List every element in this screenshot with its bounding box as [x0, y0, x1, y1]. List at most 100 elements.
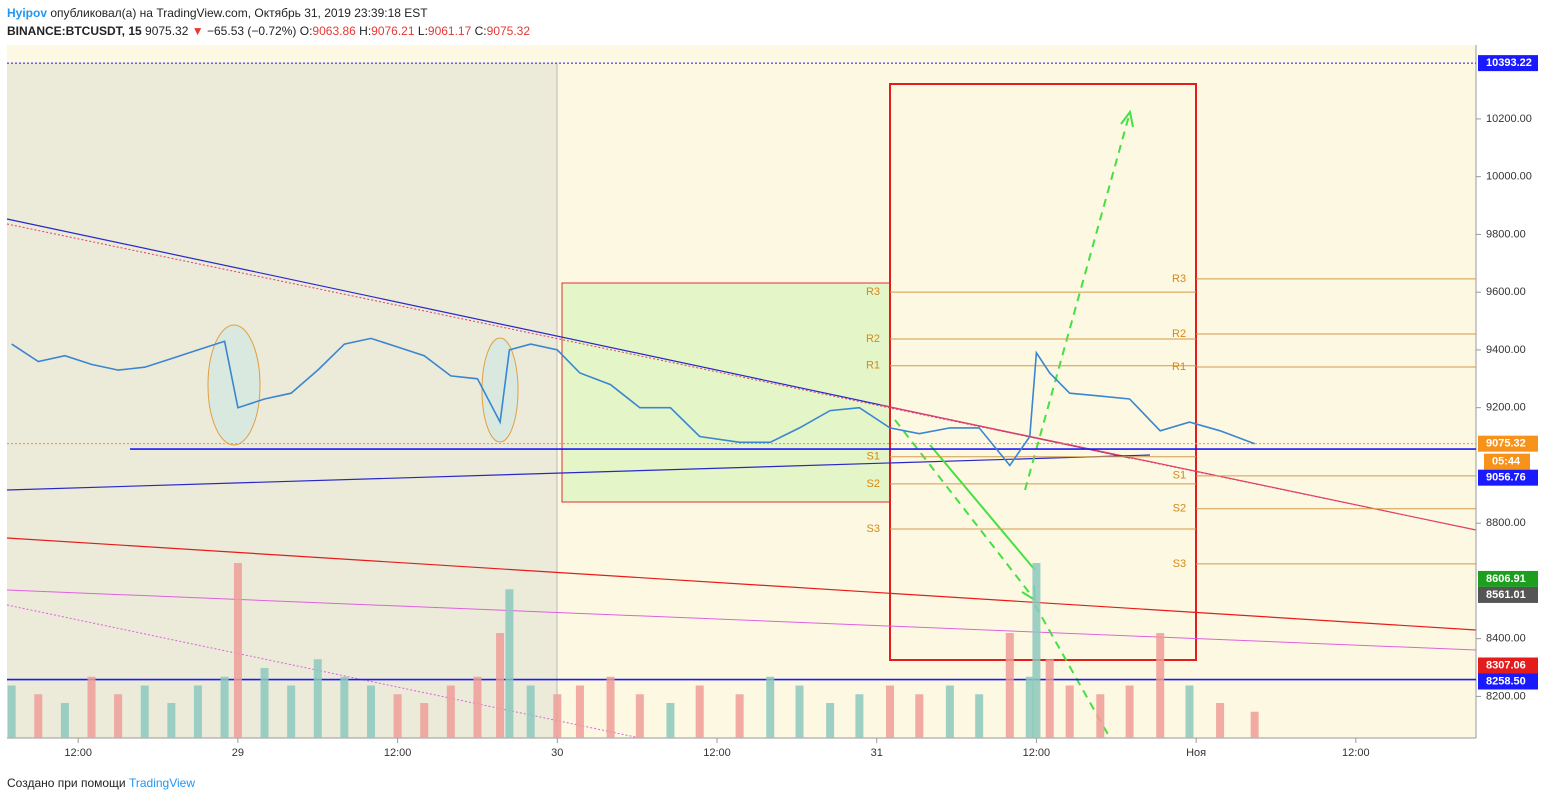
- pivot-label: R1: [1172, 361, 1186, 373]
- volume-bar: [886, 685, 895, 738]
- pivot-label: R2: [1172, 328, 1186, 340]
- price-tag-label: 9056.76: [1486, 472, 1526, 484]
- price-tag: [1478, 673, 1538, 690]
- price-tag: [1478, 435, 1538, 452]
- volume-bar: [193, 685, 202, 738]
- pivot-label: R3: [1172, 273, 1186, 285]
- volume-bar: [735, 694, 744, 738]
- price-tag-label: 8561.01: [1486, 589, 1526, 601]
- volume-bar: [233, 563, 242, 738]
- volume-bar: [945, 685, 954, 738]
- x-tick-label: 31: [871, 747, 883, 759]
- x-tick-label: 12:00: [64, 747, 92, 759]
- footer-text: Создано при помощи: [7, 776, 126, 790]
- pivot-label: R2: [866, 333, 880, 345]
- pivot-label: S2: [867, 478, 880, 490]
- volume-bar: [1250, 711, 1259, 738]
- volume-bar: [553, 694, 562, 738]
- red-box: [889, 83, 1197, 661]
- y-tick-label: 8200.00: [1486, 690, 1526, 702]
- y-tick-label: 9200.00: [1486, 402, 1526, 414]
- volume-bar: [575, 685, 584, 738]
- y-tick-label: 10200.00: [1486, 113, 1532, 125]
- volume-bar: [393, 694, 402, 738]
- pivot-label: S1: [1173, 470, 1186, 482]
- volume-bar: [87, 676, 96, 738]
- price-tag: [1478, 657, 1538, 674]
- volume-bar: [1025, 676, 1034, 738]
- trend-line: [6, 454, 1151, 491]
- volume-bar: [7, 685, 16, 738]
- h: 9076.21: [371, 24, 415, 38]
- volume-bar: [313, 659, 322, 738]
- volume-bar: [855, 694, 864, 738]
- volume-bar: [220, 676, 229, 738]
- price-tag: [1478, 55, 1538, 72]
- price-tag: [1478, 586, 1538, 603]
- c-label: C:: [474, 24, 487, 38]
- y-tick-label: 9800.00: [1486, 228, 1526, 240]
- volume-bar: [366, 685, 375, 738]
- y-tick-label: 9400.00: [1486, 344, 1526, 356]
- volume-bar: [975, 694, 984, 738]
- volume-bar: [635, 694, 644, 738]
- arrow: ▼: [191, 24, 204, 38]
- y-tick-label: 8400.00: [1486, 633, 1526, 645]
- price-tag-label: 10393.22: [1486, 57, 1532, 69]
- o: 9063.86: [312, 24, 356, 38]
- volume-bar: [666, 703, 675, 738]
- arrow: [929, 444, 1036, 571]
- volume-bar: [1096, 694, 1105, 738]
- price-tag-label: 8258.50: [1486, 675, 1526, 687]
- volume-bar: [446, 685, 455, 738]
- pivot-label: S3: [1173, 558, 1186, 570]
- volume-bar: [287, 685, 296, 738]
- volume-bar: [766, 676, 775, 738]
- volume-bar: [34, 694, 43, 738]
- x-tick-label: 30: [551, 747, 563, 759]
- volume-bar: [915, 694, 924, 738]
- change: −65.53 (−0.72%): [207, 24, 297, 38]
- price-line-series: [11, 337, 1255, 467]
- volume-bar: [420, 703, 429, 738]
- volume-bar: [826, 703, 835, 738]
- last: 9075.32: [145, 24, 189, 38]
- author[interactable]: Hyipov: [7, 6, 48, 20]
- volume-bar: [526, 685, 535, 738]
- y-tick-label: 9600.00: [1486, 286, 1526, 298]
- drawings: [6, 45, 1477, 739]
- y-tick-label: 10000.00: [1486, 171, 1532, 183]
- pivot-label: S2: [1173, 503, 1186, 515]
- x-tick-label: 12:00: [384, 747, 412, 759]
- l: 9061.17: [427, 24, 472, 38]
- l-label: L:: [417, 24, 428, 38]
- price-tag-label: 8606.91: [1486, 573, 1526, 585]
- pivot-label: R1: [866, 360, 880, 372]
- x-tick-label: 29: [232, 747, 244, 759]
- x-tick-label: 12:00: [1342, 747, 1370, 759]
- volume-bar: [1065, 685, 1074, 738]
- circle-mark: [481, 337, 519, 443]
- volume-bar: [695, 685, 704, 738]
- volume-bar: [340, 676, 349, 738]
- countdown: 05:44: [1492, 456, 1521, 468]
- volume-bar: [1156, 633, 1165, 738]
- header-line-1: Hyipov опубликовал(а) на TradingView.com…: [7, 4, 530, 22]
- header-line-2: BINANCE:BTCUSDT, 15 9075.32 ▼ −65.53 (−0…: [7, 22, 530, 40]
- x-tick-label: 12:00: [1023, 747, 1051, 759]
- header: Hyipov опубликовал(а) на TradingView.com…: [7, 4, 530, 40]
- h-label: H:: [359, 24, 372, 38]
- countdown-tag: [1484, 453, 1530, 470]
- footer: Создано при помощи TradingView: [7, 776, 195, 790]
- c: 9075.32: [486, 24, 531, 38]
- volume-bar: [140, 685, 149, 738]
- pivot-label: R3: [866, 286, 880, 298]
- y-tick-label: 8800.00: [1486, 517, 1526, 529]
- price-tag-label: 8307.06: [1486, 659, 1526, 671]
- arrow: [894, 419, 1036, 601]
- volume-bar: [1216, 703, 1225, 738]
- shaded-zone: [7, 63, 557, 738]
- brand[interactable]: TradingView: [128, 776, 196, 790]
- volume-bar: [1032, 563, 1041, 738]
